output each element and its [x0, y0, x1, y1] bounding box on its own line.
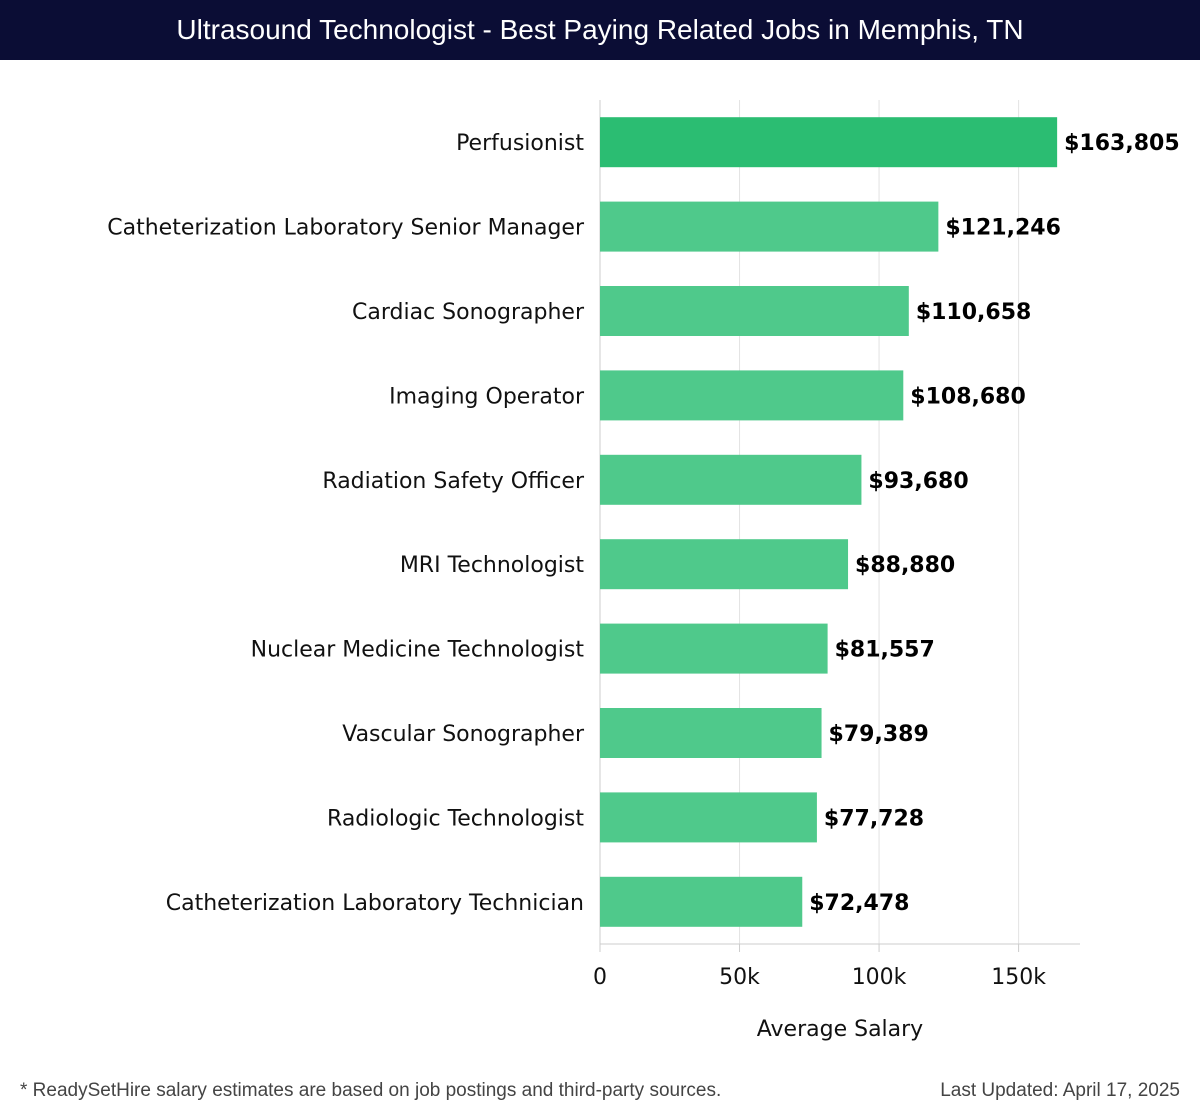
value-label: $77,728 — [824, 806, 924, 831]
category-label: MRI Technologist — [400, 553, 585, 578]
category-label: Catheterization Laboratory Senior Manage… — [107, 216, 585, 241]
last-updated: Last Updated: April 17, 2025 — [940, 1080, 1180, 1101]
bar — [600, 623, 828, 674]
x-tick-label: 50k — [719, 965, 760, 990]
chart-title: Ultrasound Technologist - Best Paying Re… — [0, 0, 1200, 60]
category-label: Nuclear Medicine Technologist — [251, 638, 585, 663]
bar — [600, 876, 803, 927]
value-label: $110,658 — [916, 300, 1032, 325]
salary-bar-chart: 0 50k 100k 150k Average Salary Perfusionist $1… — [107, 100, 1180, 1042]
category-label: Perfusionist — [456, 131, 584, 156]
bar — [600, 117, 1058, 168]
bar — [600, 286, 909, 336]
bar — [600, 792, 817, 843]
category-label: Radiologic Technologist — [327, 806, 584, 831]
category-label: Radiation Safety Officer — [322, 469, 585, 494]
category-label: Cardiac Sonographer — [352, 300, 585, 325]
category-label: Imaging Operator — [389, 384, 585, 409]
value-label: $163,805 — [1064, 131, 1180, 156]
bar — [600, 539, 849, 590]
value-label: $108,680 — [910, 384, 1026, 409]
bar — [600, 370, 904, 421]
value-label: $81,557 — [835, 638, 935, 663]
value-label: $88,880 — [855, 553, 955, 578]
category-label: Catheterization Laboratory Technician — [166, 891, 584, 916]
bar — [600, 708, 822, 758]
value-label: $93,680 — [868, 469, 968, 494]
bar — [600, 454, 862, 505]
x-tick-label: 150k — [991, 965, 1046, 990]
x-tick-label: 0 — [593, 965, 607, 990]
value-label: $72,478 — [809, 891, 909, 916]
footnote: * ReadySetHire salary estimates are base… — [20, 1080, 722, 1101]
value-label: $79,389 — [829, 722, 929, 747]
x-axis-label: Average Salary — [757, 1017, 923, 1042]
x-tick-label: 100k — [852, 965, 907, 990]
value-label: $121,246 — [945, 216, 1061, 241]
bar — [600, 201, 939, 252]
category-label: Vascular Sonographer — [342, 722, 585, 747]
